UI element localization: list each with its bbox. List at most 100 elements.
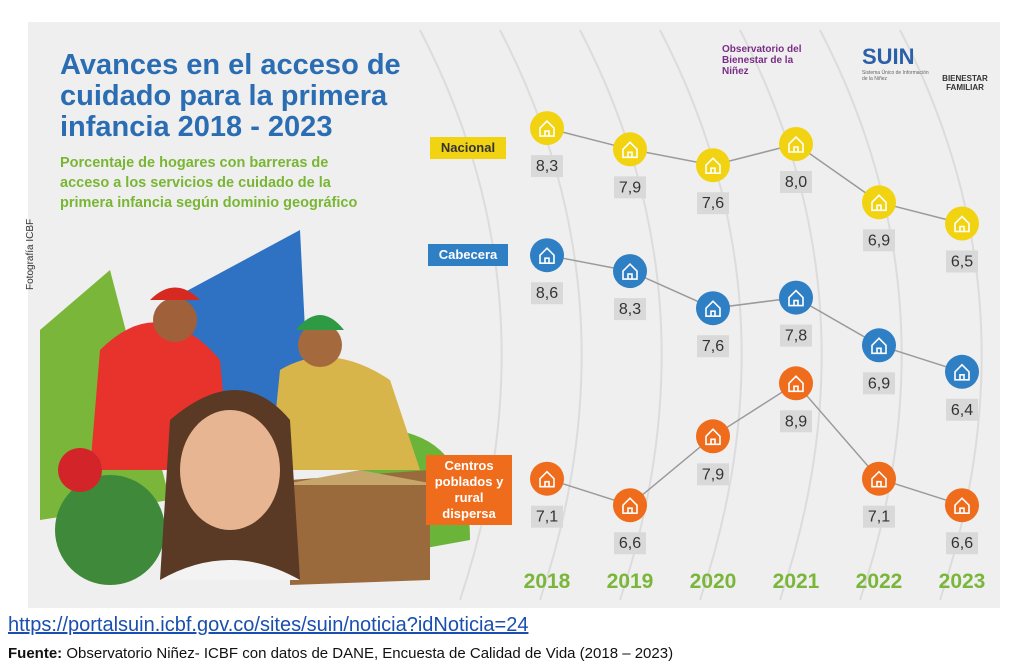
value-label: 8,3	[536, 158, 558, 175]
chart-subtitle: Porcentaje de hogares con barreras de ac…	[60, 155, 358, 211]
point-marker	[696, 419, 730, 454]
source-link[interactable]: https://portalsuin.icbf.gov.co/sites/sui…	[8, 614, 529, 636]
point-icon	[788, 135, 804, 153]
data-point: 7,6	[696, 291, 730, 358]
value-label: 7,9	[702, 466, 724, 483]
value-label: 7,1	[536, 509, 558, 526]
value-label-box	[531, 155, 563, 178]
point-icon	[788, 375, 804, 393]
value-label: 6,5	[951, 254, 973, 271]
point-icon	[871, 337, 887, 355]
x-tick-label: 2021	[773, 570, 820, 593]
point-marker	[530, 461, 564, 496]
x-tick-label: 2022	[856, 570, 903, 593]
point-icon	[954, 215, 970, 233]
point-marker	[530, 238, 564, 273]
point-marker	[613, 488, 647, 523]
point-icon	[954, 497, 970, 514]
point-marker	[613, 254, 647, 289]
source-text: Observatorio Niñez- ICBF con datos de DA…	[66, 645, 674, 662]
source-label: Fuente:	[8, 645, 63, 662]
chart-title: Avances en el acceso de cuidado para la …	[60, 49, 401, 143]
value-label: 6,9	[868, 375, 890, 392]
photo-credit: Fotografía ICBF	[25, 218, 36, 290]
value-label-box	[531, 505, 563, 528]
series-label: Centros poblados y rural dispersa	[426, 455, 512, 525]
point-icon	[539, 119, 555, 137]
point-icon	[539, 470, 555, 488]
series-label: Cabecera	[428, 244, 508, 266]
data-point: 6,5	[945, 206, 979, 273]
data-point: 7,9	[696, 419, 730, 486]
data-point: 8,6	[530, 238, 564, 305]
data-point: 6,6	[945, 488, 979, 555]
value-label-box	[780, 171, 812, 193]
data-point: 7,8	[779, 280, 813, 347]
logo-suin: SUIN	[862, 44, 915, 69]
point-icon	[622, 141, 638, 159]
data-point: 8,9	[779, 366, 813, 433]
point-marker	[613, 132, 647, 167]
value-label-box	[946, 532, 978, 555]
point-marker	[862, 185, 896, 220]
value-label: 7,1	[868, 509, 890, 526]
data-point: 8,3	[530, 111, 564, 178]
value-label-box	[697, 192, 729, 215]
point-icon	[954, 363, 970, 381]
value-label-box	[780, 324, 812, 347]
value-label-box	[614, 298, 646, 321]
point-icon	[871, 194, 887, 212]
point-icon	[622, 497, 638, 514]
value-label-box	[863, 229, 895, 252]
value-label-box	[863, 505, 895, 528]
point-marker	[945, 206, 979, 241]
data-point: 8,0	[779, 127, 813, 193]
point-marker	[696, 291, 730, 326]
value-label: 8,9	[785, 413, 807, 430]
value-label-box	[697, 335, 729, 358]
point-icon	[705, 428, 721, 446]
value-label: 7,9	[619, 179, 641, 196]
value-label-box	[531, 282, 563, 305]
data-point: 8,3	[613, 254, 647, 321]
point-icon	[539, 247, 555, 264]
logo-observatorio: Observatorio del Bienestar de la Niñez	[722, 44, 802, 77]
data-point: 7,6	[696, 148, 730, 215]
value-label-box	[780, 410, 812, 433]
point-marker	[530, 111, 564, 146]
point-icon	[622, 262, 638, 280]
value-label: 6,6	[951, 535, 973, 552]
data-point: 7,1	[530, 461, 564, 528]
source-line: Fuente: Observatorio Niñez- ICBF con dat…	[8, 645, 673, 662]
value-label: 8,6	[536, 285, 558, 302]
data-point: 7,9	[613, 132, 647, 199]
value-label: 8,3	[619, 301, 641, 318]
series-label: Nacional	[430, 137, 506, 159]
point-icon	[788, 289, 804, 307]
data-point: 6,9	[862, 185, 896, 252]
data-point: 7,1	[862, 461, 896, 528]
point-marker	[779, 366, 813, 401]
point-icon	[705, 157, 721, 174]
point-marker	[779, 280, 813, 315]
value-label-box	[697, 463, 729, 486]
value-label: 8,0	[785, 174, 807, 191]
value-label: 7,8	[785, 328, 807, 345]
value-label-box	[863, 372, 895, 395]
value-label: 6,9	[868, 232, 890, 249]
point-marker	[945, 354, 979, 389]
value-label-box	[614, 532, 646, 555]
point-marker	[862, 461, 896, 496]
value-label: 7,6	[702, 338, 724, 355]
point-icon	[705, 300, 721, 317]
x-tick-label: 2018	[524, 570, 571, 593]
point-icon	[871, 470, 887, 488]
value-label-box	[614, 176, 646, 199]
point-marker	[945, 488, 979, 523]
value-label-box	[946, 250, 978, 273]
point-marker	[779, 127, 813, 161]
data-point: 6,4	[945, 354, 979, 421]
data-point: 6,9	[862, 328, 896, 395]
value-label: 6,6	[619, 535, 641, 552]
